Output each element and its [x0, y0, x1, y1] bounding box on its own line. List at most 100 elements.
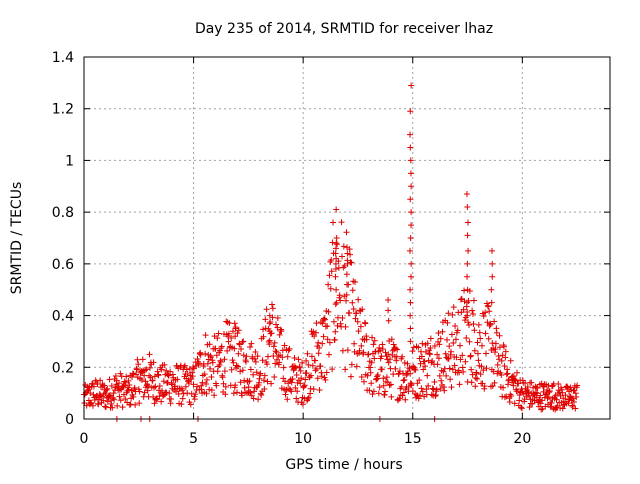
- data-point: [321, 315, 328, 322]
- data-point: [488, 286, 495, 293]
- data-point: [133, 366, 140, 373]
- data-point: [152, 383, 159, 390]
- data-point: [158, 366, 165, 373]
- data-point: [112, 373, 119, 380]
- data-point: [149, 377, 156, 384]
- data-point: [486, 308, 493, 315]
- data-point: [364, 372, 371, 379]
- data-point: [392, 345, 399, 352]
- data-point: [516, 392, 523, 399]
- data-point: [220, 380, 227, 387]
- data-point: [448, 348, 455, 355]
- data-point: [235, 327, 242, 334]
- data-point: [260, 326, 267, 333]
- data-point: [189, 373, 196, 380]
- data-point: [134, 356, 141, 363]
- data-point: [387, 381, 394, 388]
- data-point: [238, 345, 245, 352]
- data-point: [339, 253, 346, 260]
- data-point: [284, 353, 291, 360]
- data-point: [404, 360, 411, 367]
- data-point: [261, 372, 268, 379]
- data-point: [240, 352, 247, 359]
- data-point: [299, 401, 306, 408]
- data-point: [360, 349, 367, 356]
- data-point: [456, 369, 463, 376]
- data-point: [214, 335, 221, 342]
- data-point: [407, 108, 414, 115]
- data-point: [507, 357, 514, 364]
- data-point: [272, 348, 279, 355]
- data-point: [344, 260, 351, 267]
- data-point: [302, 376, 309, 383]
- data-point: [466, 338, 473, 345]
- data-point: [215, 363, 222, 370]
- data-point: [535, 403, 542, 410]
- data-point: [319, 340, 326, 347]
- data-point: [250, 395, 257, 402]
- data-point: [332, 273, 339, 280]
- data-point: [489, 260, 496, 267]
- y-tick-label: 0: [65, 412, 74, 428]
- data-point: [570, 395, 577, 402]
- data-point: [418, 385, 425, 392]
- data-point: [460, 368, 467, 375]
- data-point: [348, 361, 355, 368]
- data-point: [158, 398, 165, 405]
- data-point: [201, 371, 208, 378]
- data-point: [216, 362, 223, 369]
- data-point: [192, 391, 199, 398]
- data-point: [463, 191, 470, 198]
- data-point: [553, 396, 560, 403]
- data-point: [444, 336, 451, 343]
- data-point: [419, 340, 426, 347]
- data-point: [394, 346, 401, 353]
- data-point: [342, 366, 349, 373]
- data-point: [203, 376, 210, 383]
- data-point: [362, 320, 369, 327]
- data-point: [313, 320, 320, 327]
- data-point: [474, 375, 481, 382]
- data-point: [353, 363, 360, 370]
- data-point: [468, 379, 475, 386]
- data-point: [202, 332, 209, 339]
- x-axis: 0 5 10 15 20: [80, 57, 531, 447]
- data-point: [363, 336, 370, 343]
- data-point: [235, 350, 242, 357]
- data-point: [463, 299, 470, 306]
- data-point: [387, 356, 394, 363]
- data-point: [333, 286, 340, 293]
- data-point: [374, 372, 381, 379]
- data-point: [375, 390, 382, 397]
- data-point: [483, 350, 490, 357]
- data-point: [513, 369, 520, 376]
- y-tick-label: 0.2: [52, 360, 74, 376]
- data-point: [257, 370, 264, 377]
- data-point: [457, 356, 464, 363]
- data-point: [309, 362, 316, 369]
- data-point: [129, 370, 136, 377]
- data-point: [254, 353, 261, 360]
- data-point: [266, 337, 273, 344]
- data-point: [253, 369, 260, 376]
- data-point: [274, 324, 281, 331]
- data-point: [279, 347, 286, 354]
- data-point: [252, 358, 259, 365]
- data-point: [471, 347, 478, 354]
- data-point: [125, 377, 132, 384]
- data-point: [322, 376, 329, 383]
- data-point: [239, 367, 246, 374]
- data-point: [236, 341, 243, 348]
- data-point: [292, 364, 299, 371]
- data-point: [136, 388, 143, 395]
- data-point: [269, 301, 276, 308]
- data-point: [439, 328, 446, 335]
- data-point: [195, 360, 202, 367]
- data-point: [457, 296, 464, 303]
- data-point: [450, 339, 457, 346]
- data-point: [262, 316, 269, 323]
- data-point: [313, 365, 320, 372]
- data-point: [86, 401, 93, 408]
- data-point: [400, 377, 407, 384]
- data-point: [100, 397, 107, 404]
